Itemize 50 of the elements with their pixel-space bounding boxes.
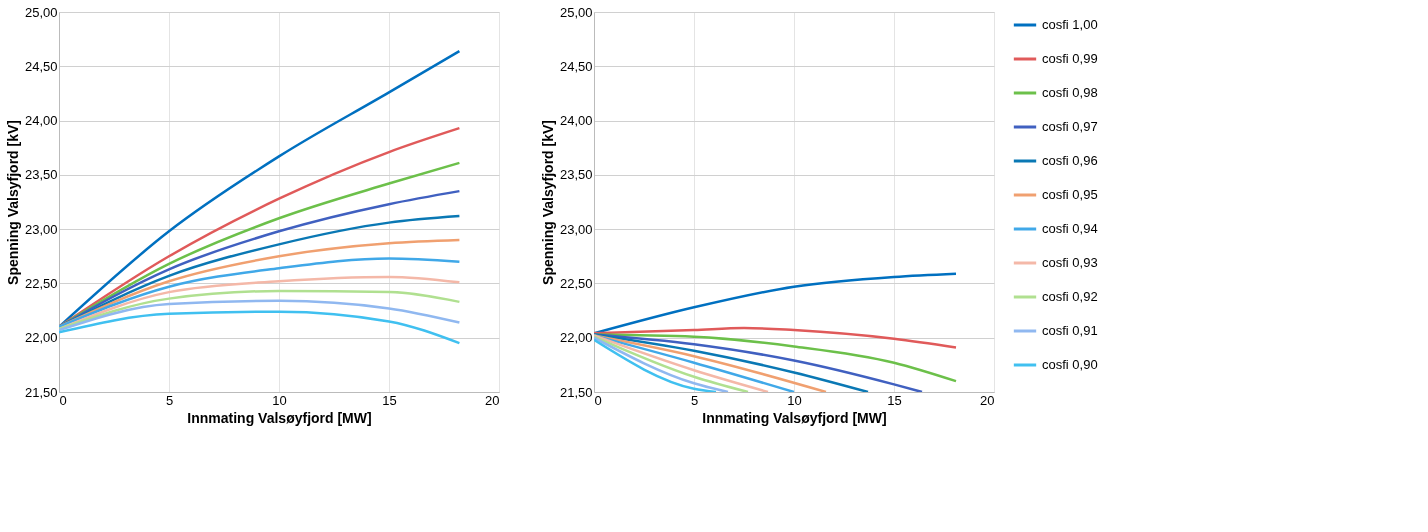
legend-label: cosfi 0,91: [1042, 323, 1098, 338]
x-tick-label: 15: [887, 392, 902, 408]
line-series: [59, 257, 461, 329]
x-tick-label: 0: [594, 392, 602, 408]
x-tick-label: 5: [690, 392, 699, 408]
x-tick-label: 20: [485, 392, 500, 408]
legend-label: cosfi 1,00: [1042, 17, 1098, 32]
line-series: [594, 333, 924, 392]
y-tick-label: 25,00: [24, 4, 58, 20]
legend-label: cosfi 0,97: [1042, 119, 1098, 134]
x-tick-label: 15: [382, 392, 397, 408]
legend-label: cosfi 0,90: [1042, 357, 1098, 372]
y-tick-label: 24,00: [24, 113, 58, 129]
line-series: [594, 326, 958, 349]
legend-label: cosfi 0,98: [1042, 85, 1098, 100]
x-tick-label: 0: [59, 392, 67, 408]
x-axis-title: Innmating Valsøyfjord [MW]: [187, 409, 372, 426]
line-series: [59, 310, 461, 345]
legend-label: cosfi 0,99: [1042, 51, 1098, 66]
y-tick-label: 22,50: [559, 275, 593, 291]
y-tick-label: 23,50: [559, 167, 593, 183]
x-tick-label: 5: [165, 392, 174, 408]
x-tick-label: 10: [272, 392, 287, 408]
y-tick-label: 23,00: [559, 221, 593, 237]
y-tick-label: 23,00: [24, 221, 58, 237]
y-tick-label: 24,00: [559, 113, 593, 129]
line-series: [59, 275, 461, 331]
legend-label: cosfi 0,95: [1042, 187, 1098, 202]
line-series: [594, 333, 870, 392]
x-axis-title: Innmating Valsøyfjord [MW]: [702, 409, 887, 426]
y-tick-label: 23,50: [24, 167, 58, 183]
y-tick-label: 21,50: [559, 384, 593, 400]
y-tick-label: 24,50: [559, 58, 593, 74]
y-tick-label: 25,00: [559, 4, 593, 20]
legend-label: cosfi 0,94: [1042, 221, 1098, 236]
y-axis-title: Spenning Valsyfjord [kV]: [4, 120, 21, 285]
line-series: [59, 299, 461, 332]
legend-label: cosfi 0,96: [1042, 153, 1098, 168]
y-axis-title: Spenning Valsyfjord [kV]: [539, 120, 556, 285]
legend-label: cosfi 0,93: [1042, 255, 1098, 270]
x-tick-label: 20: [980, 392, 995, 408]
y-tick-label: 24,50: [24, 58, 58, 74]
line-series: [59, 289, 461, 331]
x-tick-label: 10: [787, 392, 802, 408]
y-tick-label: 22,00: [24, 330, 58, 346]
y-tick-label: 22,00: [559, 330, 593, 346]
line-series: [594, 272, 958, 335]
y-tick-label: 22,50: [24, 275, 58, 291]
y-tick-label: 21,50: [24, 384, 58, 400]
legend-label: cosfi 0,92: [1042, 289, 1098, 304]
